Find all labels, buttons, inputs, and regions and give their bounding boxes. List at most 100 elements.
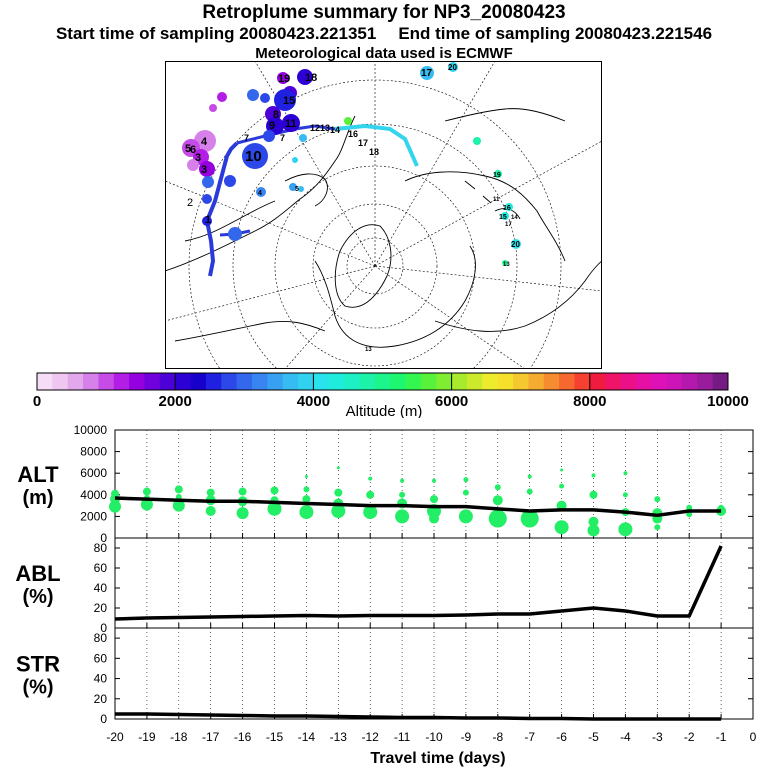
scatter-point — [494, 484, 501, 491]
scatter-point — [363, 505, 378, 520]
map-label: 3 — [195, 152, 201, 164]
x-tick-label: -18 — [170, 730, 188, 744]
x-tick-label: -3 — [652, 730, 663, 744]
colorbar-label: Altitude (m) — [346, 403, 423, 418]
colorbar-swatch — [175, 373, 191, 390]
y-tick-label: 40 — [94, 581, 108, 595]
map-label: 17 — [421, 68, 433, 79]
y-tick-label: 60 — [94, 561, 108, 575]
colorbar-swatch — [144, 373, 161, 390]
map-label: 12 — [310, 123, 320, 133]
colorbar-swatch — [666, 373, 683, 390]
scatter-point — [336, 466, 340, 470]
colorbar-swatch — [574, 373, 591, 390]
colorbar-frame — [36, 372, 729, 391]
map-label: 17 — [505, 222, 512, 228]
scatter-point — [236, 507, 249, 520]
scatter-point — [429, 513, 439, 524]
scatter-point — [267, 501, 282, 516]
scatter-point — [111, 489, 119, 498]
colorbar-tick-label: 8000 — [573, 393, 606, 410]
scatter-point — [654, 524, 661, 531]
scatter-point — [458, 509, 473, 524]
panel-unit: (%) — [22, 586, 53, 608]
colorbar-swatch — [328, 373, 345, 390]
scatter-point — [591, 473, 596, 478]
polar-map: 19 18 15 8 6 5 4 3 3 2 1 9 11 12 13 7 7 … — [165, 61, 602, 369]
x-tick-label: -14 — [298, 730, 316, 744]
map-label: 19 — [493, 172, 501, 179]
scatter-point — [400, 478, 405, 483]
scatter-point — [560, 468, 564, 472]
colorbar-swatch — [113, 373, 130, 390]
scatter-point — [488, 509, 507, 528]
map-label: 19 — [278, 73, 290, 85]
colorbar-swatch — [466, 373, 483, 390]
map-label: 8 — [273, 109, 279, 121]
scatter-point — [395, 509, 410, 524]
scatter-point — [238, 487, 247, 496]
colorbar-swatch — [712, 373, 729, 390]
colorbar-swatch — [451, 373, 468, 390]
scatter-point — [142, 487, 151, 496]
colorbar-swatch — [543, 373, 560, 390]
trajectory-dark — [204, 141, 239, 277]
scatter-point — [172, 499, 185, 512]
colorbar-tick-label: 10000 — [707, 393, 749, 410]
scatter-point — [331, 504, 346, 518]
colorbar-swatch — [405, 373, 422, 390]
scatter-point — [526, 488, 533, 495]
colorbar-swatch — [528, 373, 545, 390]
scatter-point — [520, 509, 539, 528]
panel-unit: (%) — [22, 677, 53, 699]
x-tick-label: -16 — [234, 730, 252, 744]
x-tick-label: -10 — [425, 730, 443, 744]
y-tick-label: 40 — [94, 672, 108, 686]
map-label: 2 — [187, 197, 193, 209]
panel-alt: 0 2000 4000 6000 8000 10000 ALT(m) — [17, 423, 754, 545]
colorbar-swatch — [436, 373, 452, 390]
colorbar-swatch — [359, 373, 376, 390]
scatter-point — [270, 486, 279, 495]
colorbar-swatch — [513, 373, 529, 390]
scatter-point — [654, 496, 661, 503]
y-tick-label: 0 — [100, 531, 107, 545]
map-coastlines — [165, 108, 602, 348]
colorbar-swatch — [344, 373, 360, 390]
panel-abl: 0 20 40 60 80 ABL(%) — [15, 537, 754, 635]
x-tick-label: -6 — [556, 730, 567, 744]
map-label: 1 — [205, 214, 211, 226]
colorbar-swatch — [159, 373, 176, 390]
start-value: 20080423.221351 — [239, 24, 377, 43]
map-label: 4 — [201, 136, 208, 148]
scatter-point — [492, 495, 503, 506]
map-label: 17 — [358, 138, 368, 148]
x-tick-label: -1 — [716, 730, 727, 744]
colorbar-tick-label: 6000 — [435, 393, 468, 410]
y-tick-label: 6000 — [80, 466, 107, 480]
end-value: 20080423.221546 — [574, 24, 713, 43]
scatter-point — [588, 516, 599, 527]
colorbar-swatch — [83, 373, 99, 390]
map-label: 20 — [511, 240, 520, 249]
x-tick-label: -19 — [138, 730, 156, 744]
y-tick-label: 8000 — [80, 445, 107, 459]
map-label: 13 — [503, 262, 510, 268]
colorbar-swatch — [267, 373, 284, 390]
series-line — [114, 545, 723, 621]
map-label: 7 — [280, 133, 285, 143]
plume-markers — [182, 62, 521, 266]
y-tick-label: 2000 — [80, 509, 107, 523]
colorbar-swatch — [67, 373, 84, 390]
colorbar-swatch — [221, 373, 238, 390]
scatter-point — [589, 490, 598, 499]
colorbar-swatch — [236, 373, 253, 390]
y-tick-label: 80 — [94, 631, 108, 645]
panel-title: ALT — [17, 462, 59, 487]
chart-title: Retroplume summary for NP3_20080423 — [202, 2, 566, 23]
end-label: End time of sampling — [398, 24, 571, 43]
panel-str: 0 20 40 60 80 STR(%) — [16, 627, 754, 726]
scatter-point — [556, 500, 567, 511]
colorbar-swatch — [651, 373, 667, 390]
scatter-point — [302, 495, 311, 504]
